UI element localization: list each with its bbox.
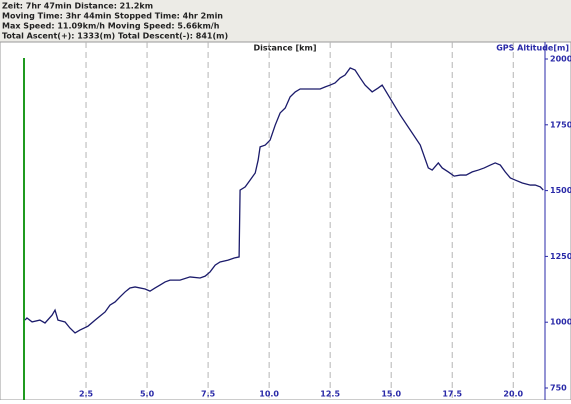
- x-tick-label: 15.0: [381, 390, 401, 399]
- y-tick-label: 750: [550, 384, 567, 393]
- y-tick-label: 1250: [550, 252, 571, 261]
- header-line: Zeit: 7hr 47min Distance: 21.2km: [2, 2, 153, 11]
- x-axis-label: Distance [km]: [254, 44, 317, 53]
- x-tick-label: 12.5: [320, 390, 340, 399]
- header-bg: [0, 0, 571, 42]
- header-line: Moving Time: 3hr 44min Stopped Time: 4hr…: [2, 12, 223, 21]
- y-tick-label: 2000: [550, 55, 571, 64]
- x-tick-label: 20.0: [503, 390, 523, 399]
- x-tick-label: 2.5: [79, 390, 94, 399]
- altitude-line: [24, 67, 544, 334]
- header-line: Total Ascent(+): 1333(m) Total Descent(-…: [2, 32, 228, 41]
- x-tick-label: 5.0: [140, 390, 155, 399]
- plot-bg: [0, 41, 571, 401]
- x-tick-label: 17.5: [442, 390, 462, 399]
- y-tick-label: 1750: [550, 120, 571, 129]
- header-line: Max Speed: 11.09km/h Moving Speed: 5.66k…: [2, 22, 220, 31]
- x-tick-label: 7.5: [201, 390, 216, 399]
- x-tick-label: 10.0: [259, 390, 279, 399]
- y-tick-label: 1000: [550, 318, 571, 327]
- y-tick-label: 1500: [550, 186, 571, 195]
- y-axis-label: GPS Altitude[m]: [496, 44, 569, 53]
